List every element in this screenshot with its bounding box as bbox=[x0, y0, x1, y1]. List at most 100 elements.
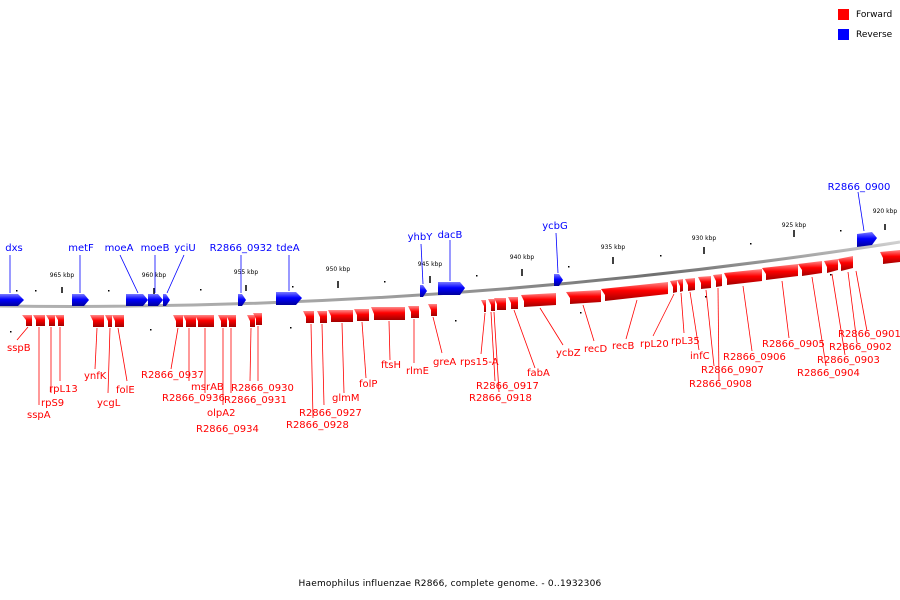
forward-labels: sspB sspA rpS9 rpL13 ynfK ycgL folE R286… bbox=[7, 329, 900, 435]
gene-ynfK[interactable] bbox=[90, 315, 104, 327]
gene-R2866_0903[interactable] bbox=[824, 259, 838, 273]
gene-label: fabA bbox=[527, 368, 550, 379]
gene-label: dxs bbox=[5, 243, 22, 254]
gene-label: rpL35 bbox=[671, 336, 700, 347]
gene-label: R2866_0901 bbox=[838, 329, 900, 340]
axis-ticks: 965 kbp 960 kbp 955 kbp 950 kbp 945 kbp … bbox=[10, 208, 897, 333]
axis-tick-label: 955 kbp bbox=[234, 269, 259, 276]
gene-yciU[interactable] bbox=[163, 294, 170, 306]
gene-ycgL[interactable] bbox=[105, 315, 112, 327]
gene-R2866_0906[interactable] bbox=[724, 269, 762, 285]
gene-R2866_0918[interactable] bbox=[494, 298, 506, 310]
gene-rps15-A[interactable] bbox=[481, 300, 486, 312]
gene-label: glmM bbox=[332, 393, 360, 404]
gene-label: folE bbox=[116, 385, 135, 396]
gene-label: ynfK bbox=[84, 371, 107, 382]
gene-label: ycbZ bbox=[556, 348, 581, 359]
gene-dacB[interactable] bbox=[438, 282, 465, 295]
gene-R2866_0931[interactable] bbox=[247, 315, 255, 327]
gene-dxs[interactable] bbox=[0, 294, 24, 306]
genome-caption: Haemophilus influenzae R2866, complete g… bbox=[298, 579, 602, 589]
legend-item-reverse: Reverse bbox=[838, 28, 892, 41]
gene-recB[interactable] bbox=[601, 282, 668, 301]
axis-tick-label: 965 kbp bbox=[50, 272, 75, 279]
gene-recD[interactable] bbox=[566, 290, 601, 304]
gene-sspA[interactable] bbox=[33, 315, 45, 326]
gene-label: R2866_0918 bbox=[469, 393, 532, 404]
gene-glmM[interactable] bbox=[328, 310, 353, 322]
forward-genes bbox=[22, 250, 900, 327]
gene-R2866_0934[interactable] bbox=[226, 315, 236, 327]
gene-folP[interactable] bbox=[354, 309, 369, 321]
gene-rpL13[interactable] bbox=[55, 315, 64, 326]
gene-label: R2866_0927 bbox=[299, 408, 362, 419]
gene-ycbG[interactable] bbox=[554, 274, 563, 286]
gene-label: rpL13 bbox=[49, 384, 78, 395]
gene-R2866_0937[interactable] bbox=[173, 315, 183, 327]
gene-R2866_0908[interactable] bbox=[713, 274, 722, 287]
gene-label: R2866_0932 bbox=[210, 243, 273, 254]
gene-R2866_0900[interactable] bbox=[857, 232, 877, 247]
gene-label: greA bbox=[433, 357, 456, 368]
gene-ftsH[interactable] bbox=[371, 307, 405, 320]
gene-R2866_0902[interactable] bbox=[838, 256, 853, 271]
legend-label: Forward bbox=[856, 9, 893, 20]
gene-label: R2866_0917 bbox=[476, 381, 539, 392]
gene-label: moeB bbox=[141, 243, 170, 254]
gene-R2866_0907[interactable] bbox=[698, 276, 711, 289]
gene-R2866_0928[interactable] bbox=[317, 311, 327, 323]
gene-label: ycbG bbox=[542, 221, 568, 232]
gene-olpA2[interactable] bbox=[218, 315, 227, 327]
gene-R2866_0901[interactable] bbox=[880, 250, 900, 264]
gene-label: R2866_0902 bbox=[829, 342, 892, 353]
gene-R2866_0917[interactable] bbox=[488, 299, 495, 311]
gene-tdeA[interactable] bbox=[276, 292, 302, 305]
gene-rpS9[interactable] bbox=[46, 315, 55, 326]
legend-item-forward: Forward bbox=[838, 8, 892, 21]
gene-label: infC bbox=[690, 351, 710, 362]
gene-R2866_0905[interactable] bbox=[762, 264, 798, 280]
gene-label: R2866_0908 bbox=[689, 379, 752, 390]
strand-legend: Forward Reverse bbox=[838, 8, 892, 48]
gene-metF[interactable] bbox=[72, 294, 89, 306]
gene-label: ftsH bbox=[381, 360, 401, 371]
gene-label: folP bbox=[359, 379, 377, 390]
gene-R2866_0904[interactable] bbox=[798, 261, 822, 276]
gene-rpL20[interactable] bbox=[670, 280, 677, 293]
gene-label: recD bbox=[584, 344, 608, 355]
gene-msrAB[interactable] bbox=[183, 315, 196, 327]
axis-tick-label: 920 kbp bbox=[873, 208, 898, 215]
gene-R2866_0927[interactable] bbox=[303, 311, 314, 323]
gene-label: R2866_0903 bbox=[817, 355, 880, 366]
axis-tick-label: 935 kbp bbox=[601, 244, 626, 251]
gene-R2866_0936[interactable] bbox=[195, 315, 214, 327]
gene-greA[interactable] bbox=[428, 304, 437, 316]
gene-sspB[interactable] bbox=[22, 315, 32, 326]
gene-folE[interactable] bbox=[112, 315, 124, 327]
gene-moeB[interactable] bbox=[148, 294, 163, 306]
gene-moeA[interactable] bbox=[126, 294, 148, 306]
axis-tick-label: 930 kbp bbox=[692, 235, 717, 242]
gene-infC[interactable] bbox=[685, 278, 695, 291]
gene-label: olpA2 bbox=[207, 408, 235, 419]
gene-label: R2866_0900 bbox=[828, 182, 891, 193]
gene-label: R2866_0931 bbox=[224, 395, 287, 406]
gene-rlmE[interactable] bbox=[408, 306, 419, 318]
gene-ycbZ[interactable] bbox=[521, 293, 556, 307]
axis-tick-label: 925 kbp bbox=[782, 222, 807, 229]
gene-yhbY[interactable] bbox=[420, 285, 427, 297]
gene-label: R2866_0906 bbox=[723, 352, 786, 363]
axis-tick-label: 950 kbp bbox=[326, 266, 351, 273]
gene-fabA[interactable] bbox=[508, 297, 518, 309]
gene-R2866_0932[interactable] bbox=[238, 294, 246, 306]
gene-label: sspA bbox=[27, 410, 51, 421]
gene-label: rpL20 bbox=[640, 339, 669, 350]
gene-rpL35[interactable] bbox=[677, 279, 683, 292]
gene-R2866_0930[interactable] bbox=[253, 313, 262, 325]
legend-label: Reverse bbox=[856, 29, 893, 40]
gene-label: R2866_0928 bbox=[286, 420, 349, 431]
axis-tick-label: 945 kbp bbox=[418, 261, 443, 268]
forward-swatch bbox=[838, 9, 849, 20]
